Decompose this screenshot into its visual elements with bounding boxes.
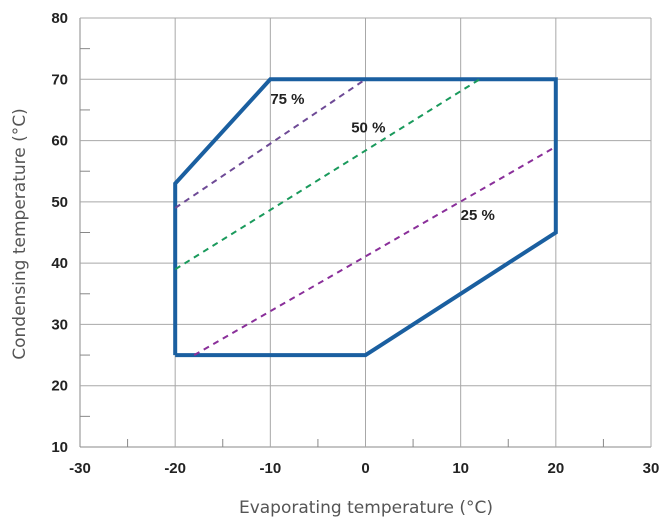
y-tick-label: 30 bbox=[51, 316, 68, 333]
x-tick-label: 0 bbox=[361, 460, 369, 477]
x-tick-label: 20 bbox=[547, 460, 564, 477]
x-tick-label: -10 bbox=[259, 460, 281, 477]
load-line-1 bbox=[174, 78, 367, 209]
y-axis-label: Condensing temperature (°C) bbox=[10, 108, 30, 360]
load-line-3 bbox=[193, 145, 557, 356]
y-tick-label: 20 bbox=[51, 378, 68, 395]
grid bbox=[79, 17, 652, 448]
y-tick-label: 10 bbox=[51, 439, 68, 456]
tick-labels: -30 -20 -10 0 10 20 30 10 20 30 40 50 60 70 80 bbox=[51, 10, 659, 477]
load-annotation: 75 % bbox=[270, 91, 304, 108]
x-tick-label: 30 bbox=[643, 460, 660, 477]
series-group bbox=[173, 77, 558, 358]
y-tick-label: 80 bbox=[51, 10, 68, 27]
y-tick-label: 50 bbox=[51, 194, 68, 211]
x-axis-label: Evaporating temperature (°C) bbox=[239, 498, 493, 518]
x-tick-label: -20 bbox=[164, 460, 186, 477]
y-tick-label: 40 bbox=[51, 255, 68, 272]
load-line-2 bbox=[174, 78, 481, 271]
y-tick-label: 60 bbox=[51, 133, 68, 150]
x-tick-label: -30 bbox=[69, 460, 91, 477]
annotations: 75 % 50 % 25 % bbox=[270, 91, 495, 224]
load-annotation: 25 % bbox=[461, 207, 495, 224]
load-annotation: 50 % bbox=[351, 120, 385, 137]
y-tick-label: 70 bbox=[51, 71, 68, 88]
operating-envelope-line bbox=[173, 77, 558, 358]
x-tick-label: 10 bbox=[452, 460, 469, 477]
